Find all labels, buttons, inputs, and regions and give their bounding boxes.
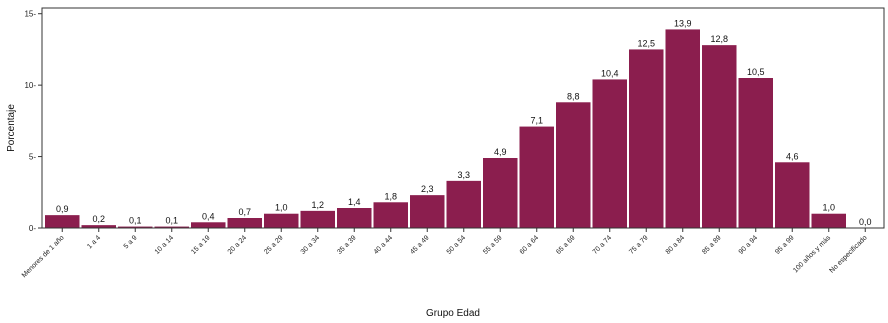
bar-value-label: 1,4 bbox=[348, 197, 361, 207]
bar-value-label: 0,7 bbox=[238, 207, 251, 217]
x-tick-label: 35 a 39 bbox=[336, 234, 358, 256]
bar bbox=[154, 226, 189, 228]
bar bbox=[556, 102, 591, 228]
x-tick-label: 30 a 34 bbox=[300, 234, 322, 256]
bar-value-label: 4,6 bbox=[786, 151, 799, 161]
x-tick-label: 1 a 4 bbox=[86, 234, 102, 250]
bar-value-label: 7,1 bbox=[530, 116, 543, 126]
x-tick-label: 60 a 64 bbox=[519, 234, 541, 256]
y-tick-label: 5- bbox=[29, 153, 36, 162]
x-tick-label: 45 a 49 bbox=[409, 234, 431, 256]
x-tick-label: 75 a 79 bbox=[628, 234, 650, 256]
x-tick-label: 10 a 14 bbox=[154, 234, 176, 256]
bar bbox=[811, 213, 846, 228]
x-tick-label: 25 a 29 bbox=[263, 234, 285, 256]
x-tick-label: 70 a 74 bbox=[592, 234, 614, 256]
x-tick-label: 15 a 19 bbox=[190, 234, 212, 256]
x-tick-label: 65 a 69 bbox=[555, 234, 577, 256]
bar-value-label: 8,8 bbox=[567, 91, 580, 101]
bar-value-label: 0,4 bbox=[202, 211, 215, 221]
bar-value-label: 4,9 bbox=[494, 147, 507, 157]
bar-value-label: 0,1 bbox=[165, 216, 178, 226]
y-tick-label: 10- bbox=[24, 81, 36, 90]
bars bbox=[45, 29, 846, 229]
plot-frame bbox=[41, 7, 885, 229]
x-tick-label: 95 a 99 bbox=[774, 234, 796, 256]
bar-value-label: 1,0 bbox=[822, 203, 835, 213]
bar-value-label: 1,2 bbox=[311, 200, 324, 210]
x-tick-label: 20 a 24 bbox=[227, 234, 249, 256]
x-tick-label: 5 a 9 bbox=[123, 234, 139, 250]
bar bbox=[483, 158, 518, 228]
bar-value-label: 10,4 bbox=[601, 68, 619, 78]
bar-value-label: 1,8 bbox=[384, 191, 397, 201]
y-tick-label: 15- bbox=[24, 10, 36, 19]
bar bbox=[300, 210, 335, 228]
bar-value-label: 13,9 bbox=[674, 18, 692, 28]
x-tick-label: 50 a 54 bbox=[446, 234, 468, 256]
bar bbox=[665, 29, 700, 228]
bar-value-label: 0,2 bbox=[92, 214, 105, 224]
bar bbox=[227, 218, 262, 228]
bar bbox=[337, 208, 372, 228]
bar-value-label: 0,0 bbox=[859, 217, 872, 227]
bar bbox=[81, 225, 116, 228]
bar bbox=[738, 78, 773, 228]
bar bbox=[592, 79, 627, 228]
bar bbox=[118, 226, 153, 228]
x-tick-label: Menores de 1 año bbox=[21, 234, 66, 279]
bar-value-label: 2,3 bbox=[421, 184, 434, 194]
bar-value-label: 0,9 bbox=[56, 204, 69, 214]
bar-value-label: 12,8 bbox=[710, 34, 728, 44]
axes bbox=[38, 7, 885, 232]
x-tick-label: 80 a 84 bbox=[665, 234, 687, 256]
x-tick-label: 40 a 44 bbox=[373, 234, 395, 256]
bar bbox=[45, 215, 80, 228]
bar bbox=[629, 49, 664, 228]
bar bbox=[775, 162, 810, 228]
bar-value-label: 12,5 bbox=[637, 38, 655, 48]
bar-value-label: 1,0 bbox=[275, 203, 288, 213]
x-tick-label: No especificado bbox=[828, 234, 868, 274]
bar bbox=[519, 126, 554, 228]
bar bbox=[410, 195, 445, 228]
bar bbox=[702, 45, 737, 229]
x-axis-title: Grupo Edad bbox=[426, 308, 480, 319]
bar bbox=[373, 202, 408, 228]
x-tick-label: 100 años y más bbox=[792, 234, 832, 274]
bar bbox=[264, 213, 299, 228]
bar-value-label: 10,5 bbox=[747, 67, 765, 77]
bar bbox=[446, 180, 481, 228]
x-tick-label: 90 a 94 bbox=[738, 234, 760, 256]
bar-value-label: 0,1 bbox=[129, 216, 142, 226]
x-tick-label: 55 a 59 bbox=[482, 234, 504, 256]
y-axis-title: Porcentaje bbox=[6, 104, 17, 152]
x-tick-label: 85 a 89 bbox=[701, 234, 723, 256]
bar-value-label: 3,3 bbox=[457, 170, 470, 180]
bar bbox=[191, 222, 226, 228]
y-tick-label: 0- bbox=[29, 224, 36, 233]
